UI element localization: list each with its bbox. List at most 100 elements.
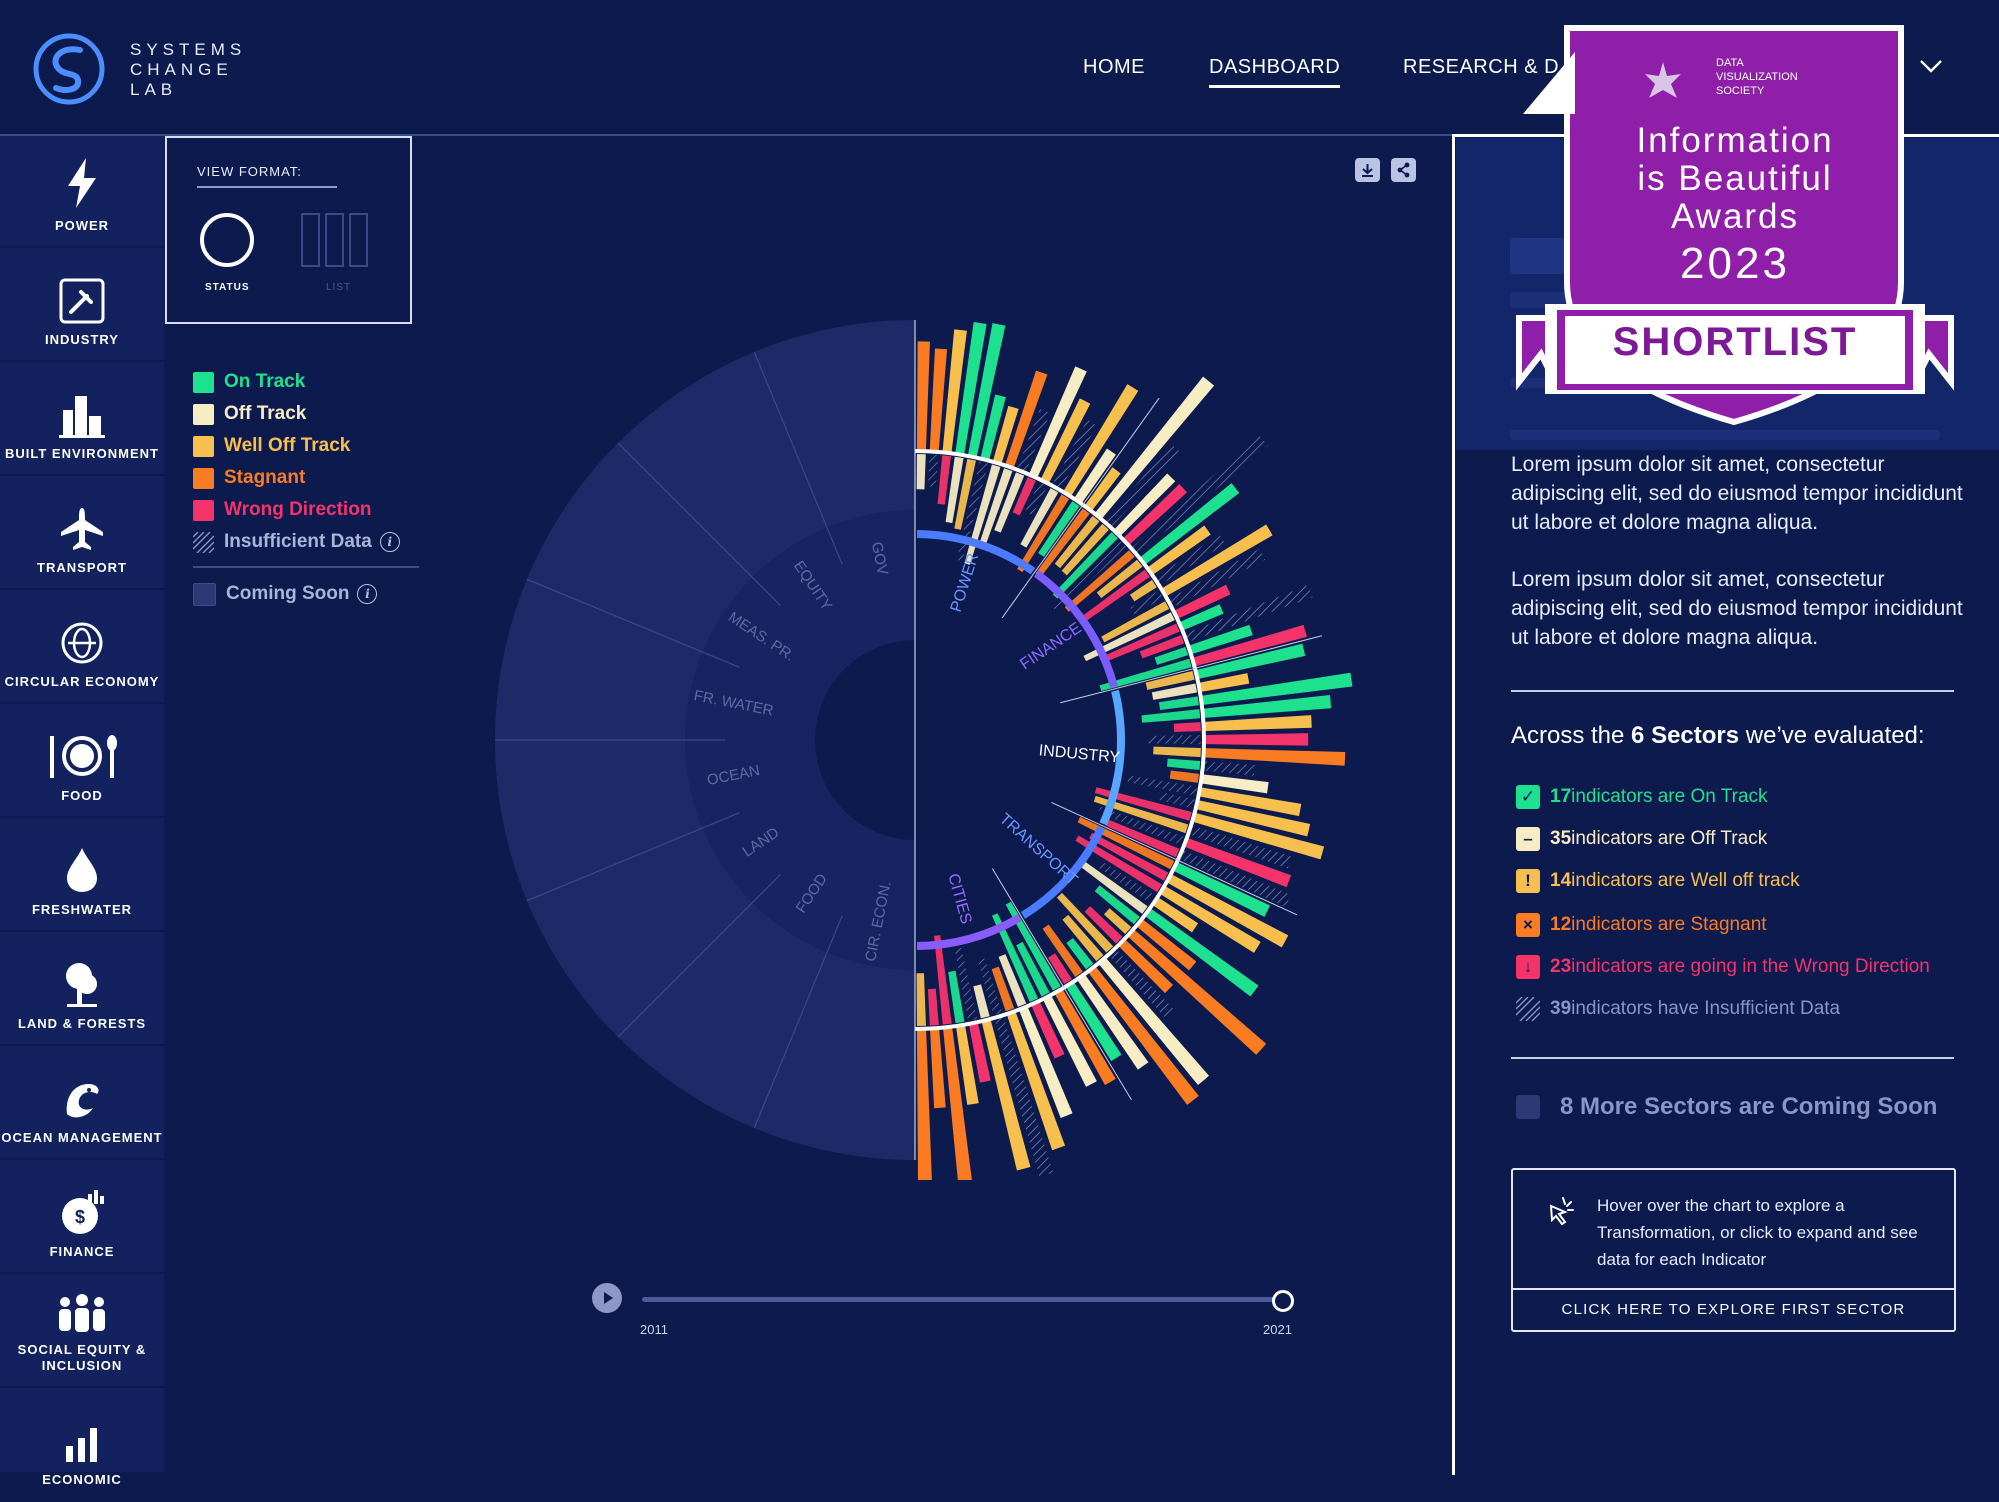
indicator-bar-inner[interactable] <box>1098 806 1185 846</box>
indicator-bar[interactable] <box>1193 624 1307 667</box>
sidebar-item-economic[interactable]: ECONOMIC <box>0 1390 164 1502</box>
indicator-bar[interactable] <box>1085 467 1121 511</box>
indicator-bar[interactable] <box>1153 897 1199 933</box>
indicator-bar-inner[interactable] <box>954 458 976 530</box>
indicator-bar-inner[interactable] <box>1017 494 1070 573</box>
timeline-handle[interactable] <box>1272 1290 1294 1312</box>
indicator-bar[interactable] <box>980 394 1006 460</box>
indicator-bar[interactable] <box>1128 929 1267 1055</box>
indicator-bar-inner[interactable] <box>1100 623 1180 663</box>
indicator-bar[interactable] <box>1095 376 1215 519</box>
indicator-bar-inner[interactable] <box>1005 901 1061 991</box>
indicator-bar-inner[interactable] <box>979 468 1013 547</box>
indicator-bar-inner[interactable] <box>1020 488 1059 548</box>
indicator-bar-inner[interactable] <box>1099 658 1192 691</box>
sidebar-item-power[interactable]: POWER <box>0 136 164 248</box>
indicator-bar[interactable] <box>1162 524 1273 596</box>
sidebar-item-finance[interactable]: $ FINANCE <box>0 1162 164 1274</box>
systems-change-lab-logo-icon[interactable] <box>32 32 106 106</box>
indicator-bar-inner[interactable] <box>1154 646 1189 665</box>
indicator-bar-inner[interactable] <box>1094 885 1140 925</box>
indicator-bar[interactable] <box>1077 974 1149 1070</box>
indicator-bar-inner[interactable] <box>1075 835 1162 893</box>
nav-research[interactable]: RESEARCH & D <box>1403 56 1560 78</box>
indicator-bar[interactable] <box>1184 585 1313 642</box>
indicator-bars[interactable] <box>915 322 1353 1180</box>
explore-first-sector-button[interactable]: CLICK HERE TO EXPLORE FIRST SECTOR <box>1513 1288 1954 1330</box>
indicator-bar-inner[interactable] <box>1054 515 1100 569</box>
indicator-bar[interactable] <box>1201 774 1269 794</box>
indicator-bar-inner[interactable] <box>1097 861 1156 904</box>
indicator-bar[interactable] <box>1189 825 1292 869</box>
indicator-bar[interactable] <box>1155 534 1226 586</box>
indicator-bar[interactable] <box>1123 484 1187 545</box>
indicator-bar[interactable] <box>1052 420 1098 490</box>
indicator-bar[interactable] <box>981 1019 1031 1171</box>
indicator-bar-inner[interactable] <box>1016 941 1050 997</box>
indicator-bar[interactable] <box>1031 1001 1065 1059</box>
indicator-bar-inner[interactable] <box>992 913 1038 1002</box>
indicator-bar-inner[interactable] <box>1064 550 1135 612</box>
sidebar-item-social-equity[interactable]: SOCIAL EQUITY & INCLUSION <box>0 1276 164 1388</box>
info-icon[interactable]: i <box>379 532 400 552</box>
indicator-bar-inner[interactable] <box>1089 832 1169 881</box>
indicator-bar[interactable] <box>1147 525 1211 575</box>
indicator-bar[interactable] <box>994 1016 1054 1177</box>
indicator-bar[interactable] <box>1054 989 1116 1086</box>
legend-item-coming-soon[interactable]: Coming Soon i <box>193 578 419 610</box>
indicator-bar-inner[interactable] <box>1094 787 1192 821</box>
sidebar-item-transport[interactable]: TRANSPORT <box>0 478 164 590</box>
indicator-bar[interactable] <box>955 322 987 455</box>
play-button[interactable] <box>592 1283 622 1313</box>
legend-item-well-off-track[interactable]: Well Off Track <box>193 430 419 462</box>
indicator-bar[interactable] <box>1168 548 1266 608</box>
indicator-bar[interactable] <box>1066 982 1122 1062</box>
indicator-bar[interactable] <box>1173 862 1270 917</box>
indicator-bar-inner[interactable] <box>1105 819 1180 858</box>
indicator-bar-inner[interactable] <box>991 966 1015 1012</box>
indicator-bar-inner[interactable] <box>1169 770 1199 783</box>
indicator-bar[interactable] <box>1118 939 1174 994</box>
indicator-bar[interactable] <box>1029 366 1087 478</box>
indicator-bar-inner[interactable] <box>937 455 952 505</box>
indicator-bar-inner[interactable] <box>1130 590 1164 615</box>
indicator-bar-inner[interactable] <box>1061 523 1109 576</box>
indicator-bar[interactable] <box>1104 444 1181 527</box>
indicator-bar-inner[interactable] <box>1025 482 1048 516</box>
indicator-bar-inner[interactable] <box>973 984 990 1019</box>
indicator-bar-inner[interactable] <box>945 456 964 524</box>
indicator-bar[interactable] <box>916 1029 933 1180</box>
indicator-bar[interactable] <box>1193 813 1325 860</box>
indicator-bar-inner[interactable] <box>1042 924 1083 977</box>
sidebar-item-industry[interactable]: INDUSTRY <box>0 250 164 362</box>
indicator-bar[interactable] <box>929 348 948 451</box>
indicator-bar-inner[interactable] <box>927 988 939 1026</box>
indicator-bar[interactable] <box>993 405 1019 464</box>
indicator-bar-inner[interactable] <box>954 947 978 1021</box>
sidebar-item-circular-economy[interactable]: CIRCULAR ECONOMY <box>0 592 164 704</box>
sidebar-item-built-environment[interactable]: BUILT ENVIRONMENT <box>0 364 164 476</box>
legend-item-wrong-direction[interactable]: Wrong Direction <box>193 494 419 526</box>
indicator-bar-inner[interactable] <box>1096 559 1143 599</box>
sidebar-item-ocean-management[interactable]: OCEAN MANAGEMENT <box>0 1048 164 1160</box>
indicator-bar-inner[interactable] <box>1062 914 1104 962</box>
indicator-bar-inner[interactable] <box>1153 746 1201 758</box>
indicator-bar[interactable] <box>1005 370 1048 468</box>
indicator-bar[interactable] <box>969 1023 991 1083</box>
indicator-bar-inner[interactable] <box>1052 541 1127 612</box>
indicator-bar-inner[interactable] <box>1158 696 1199 711</box>
indicator-bar-inner[interactable] <box>977 958 1003 1016</box>
indicator-bar-inner[interactable] <box>1093 795 1189 834</box>
legend-item-on-track[interactable]: On Track <box>193 366 419 398</box>
indicator-bar-inner[interactable] <box>998 954 1027 1007</box>
sidebar-item-land-forests[interactable]: LAND & FORESTS <box>0 934 164 1046</box>
indicator-bar-inner[interactable] <box>1166 758 1201 770</box>
indicator-bar-inner[interactable] <box>1084 906 1123 944</box>
indicator-bar[interactable] <box>1041 398 1091 483</box>
indicator-bar[interactable] <box>1196 643 1306 679</box>
indicator-bar-inner[interactable] <box>916 454 926 490</box>
indicator-bar[interactable] <box>1203 761 1255 776</box>
indicator-bar[interactable] <box>1017 408 1051 472</box>
nav-home[interactable]: HOME <box>1083 56 1145 78</box>
indicator-bar[interactable] <box>1201 672 1353 705</box>
